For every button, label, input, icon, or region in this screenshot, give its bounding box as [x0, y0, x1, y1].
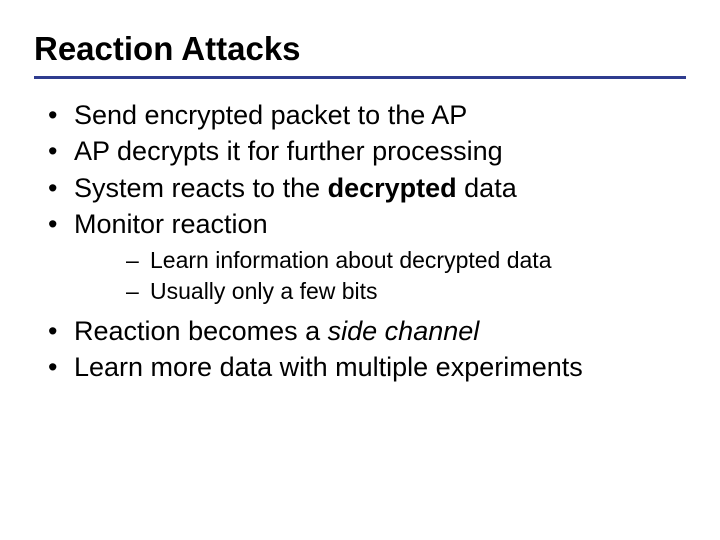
bullet-text-italic: side channel [328, 316, 480, 346]
bullet-text: data [457, 173, 517, 203]
bullet-item: Learn more data with multiple experiment… [34, 349, 686, 385]
bullet-text: AP decrypts it for further processing [74, 136, 503, 166]
bullet-text: System reacts to the [74, 173, 328, 203]
sub-bullet-text: Usually only a few bits [150, 278, 378, 304]
bullet-text: Reaction becomes a [74, 316, 328, 346]
slide-title: Reaction Attacks [34, 30, 686, 68]
slide: Reaction Attacks Send encrypted packet t… [0, 0, 720, 540]
bullet-text: Monitor reaction [74, 209, 268, 239]
bullet-text: Learn more data with multiple experiment… [74, 352, 583, 382]
sub-bullet-text: Learn information about decrypted data [150, 247, 552, 273]
bullet-item: Reaction becomes a side channel [34, 313, 686, 349]
bullet-item: System reacts to the decrypted data [34, 170, 686, 206]
bullet-item: Send encrypted packet to the AP [34, 97, 686, 133]
sub-bullet-item: Learn information about decrypted data [74, 245, 686, 276]
bullet-item: AP decrypts it for further processing [34, 133, 686, 169]
bullet-item: Monitor reaction Learn information about… [34, 206, 686, 307]
sub-bullet-list: Learn information about decrypted data U… [74, 245, 686, 307]
sub-bullet-item: Usually only a few bits [74, 276, 686, 307]
bullet-list: Send encrypted packet to the AP AP decry… [34, 97, 686, 386]
bullet-text: Send encrypted packet to the AP [74, 100, 467, 130]
bullet-text-bold: decrypted [328, 173, 457, 203]
title-underline [34, 76, 686, 79]
